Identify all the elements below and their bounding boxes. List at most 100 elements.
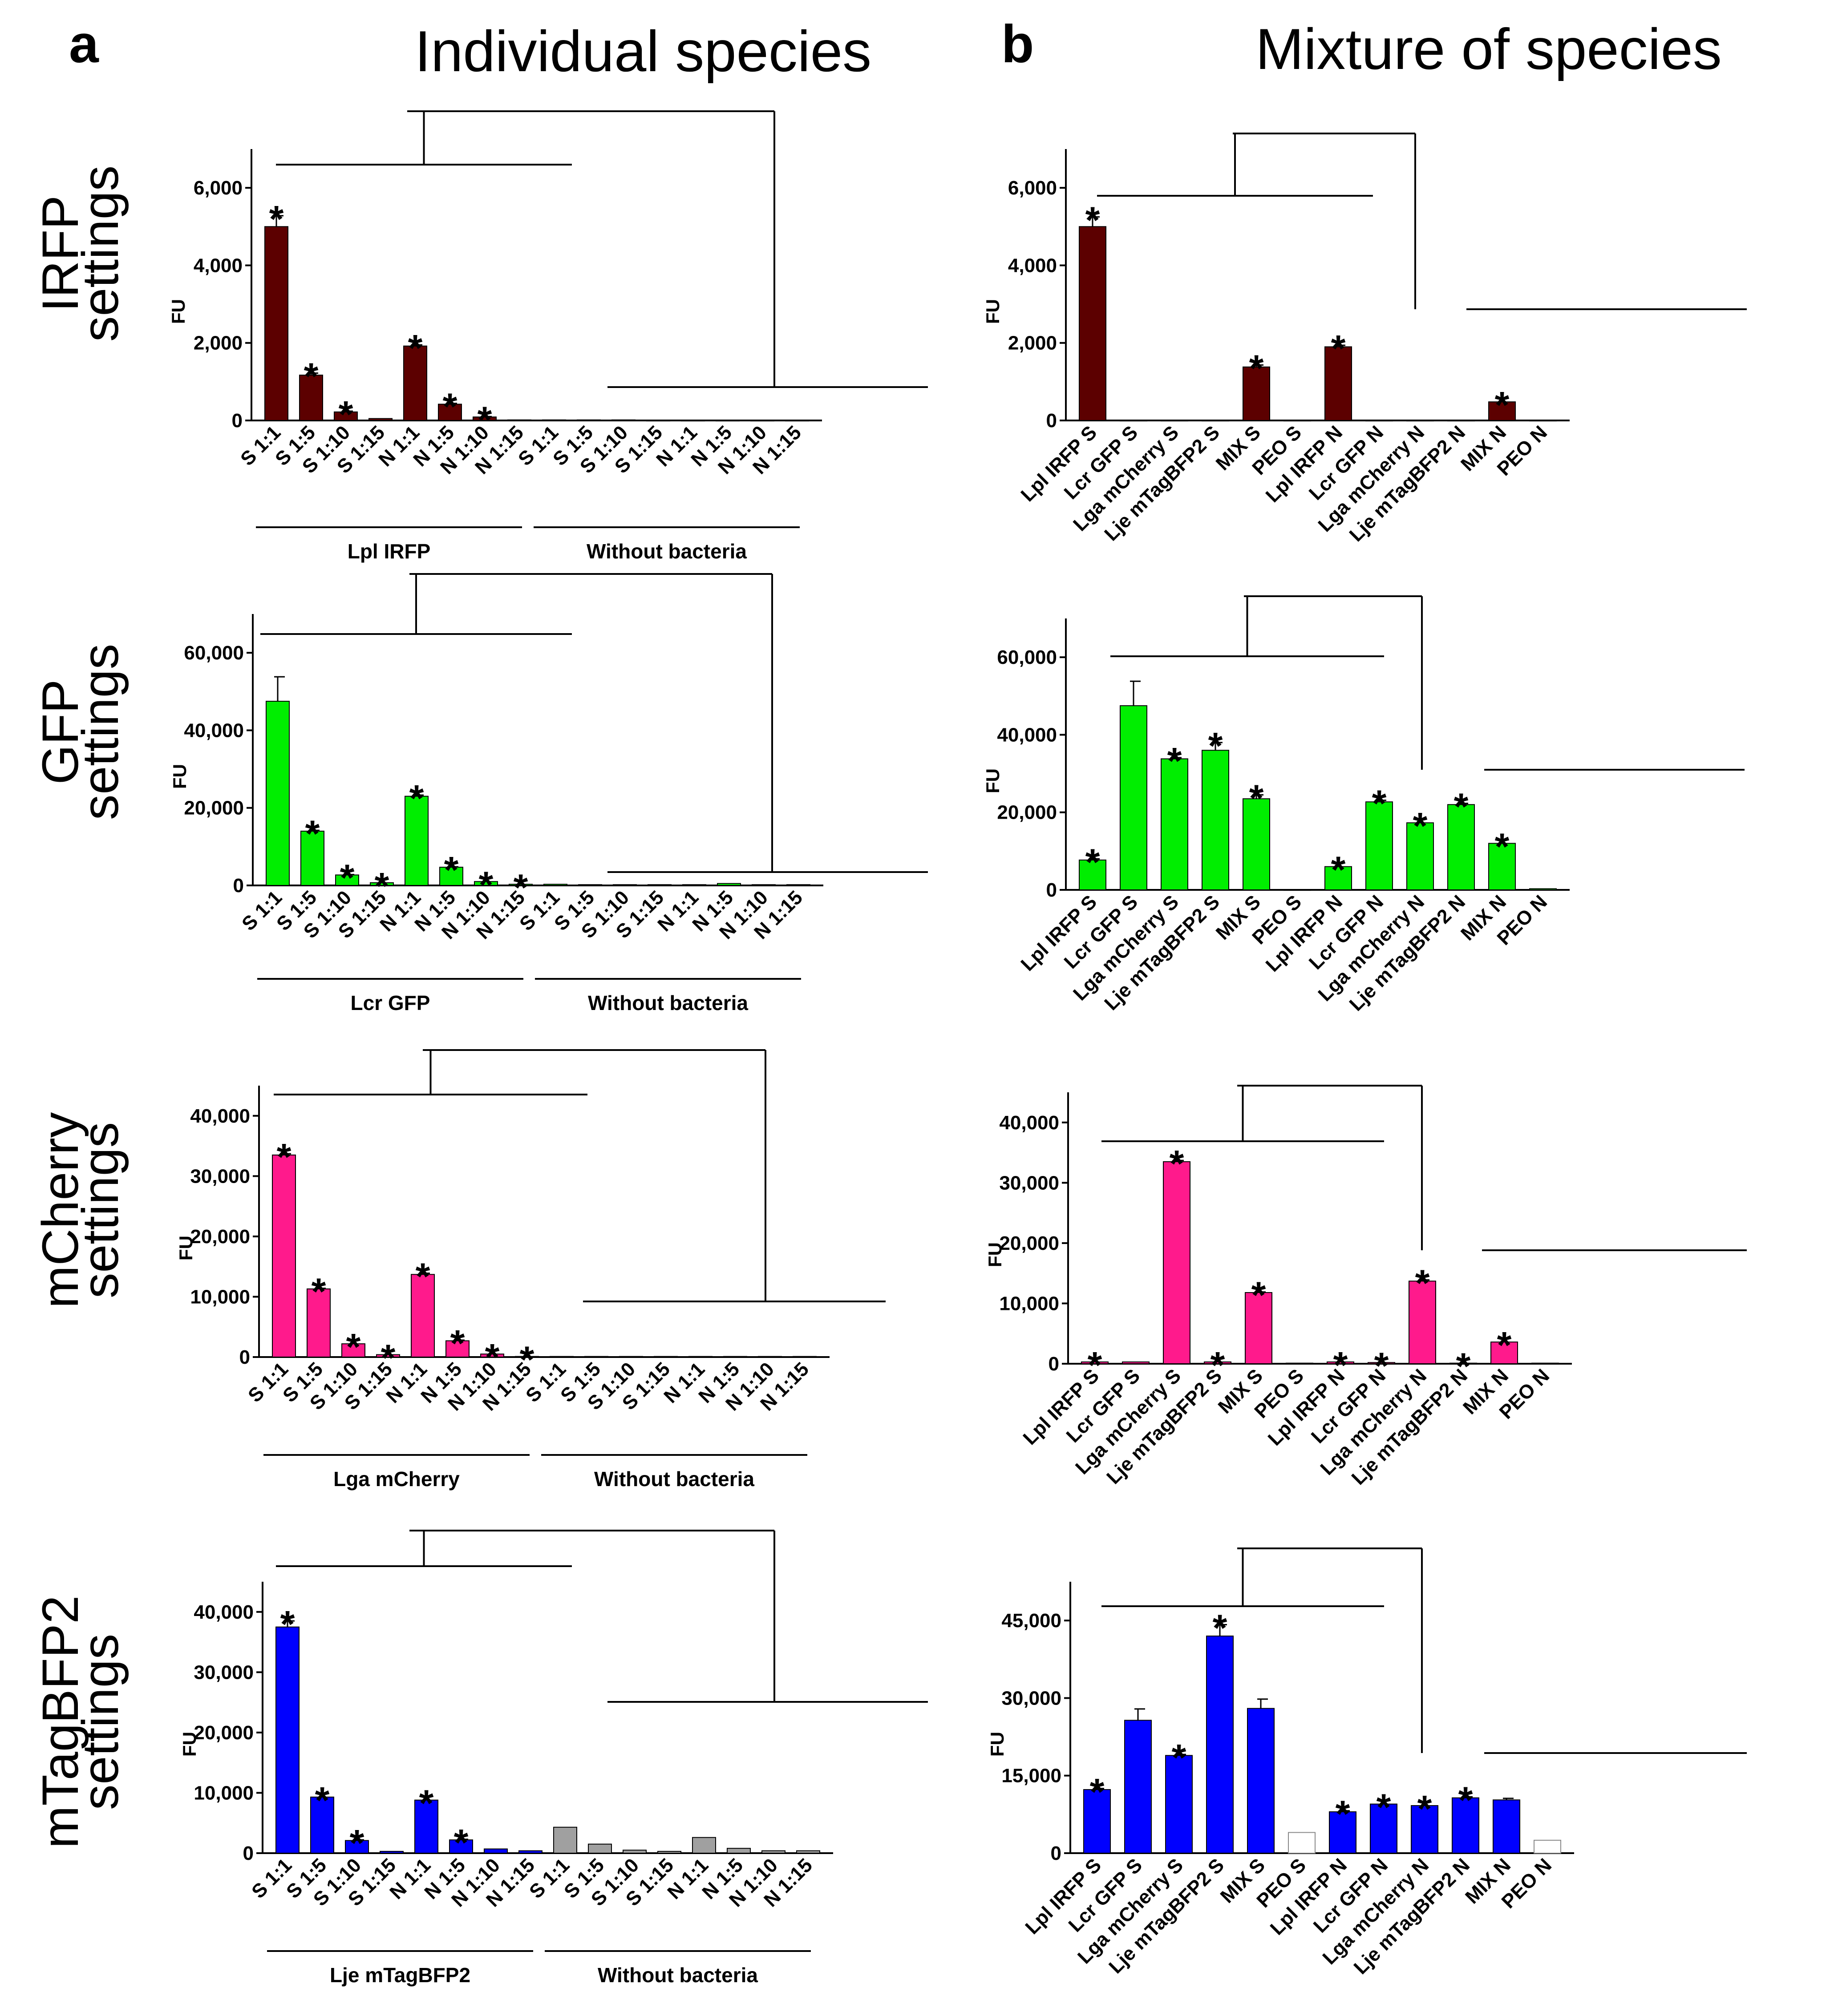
x-tick-label: S 1:1 [247,1854,296,1903]
significance-star: * [269,198,284,240]
significance-star: * [346,1326,361,1368]
bar [716,420,740,422]
significance-star: * [1251,1274,1266,1316]
group-label: Lje mTagBFP2 [330,1963,470,1987]
bar [484,1848,508,1854]
significance-star: * [280,1603,295,1645]
bar [657,1850,681,1854]
bar [275,1626,300,1854]
y-tick-label: 2,000 [1008,332,1057,354]
significance-star: * [339,393,353,435]
group-label: Lpl IRFP [348,540,431,563]
y-tick-label: 2,000 [194,332,243,354]
bar [1327,1361,1354,1365]
bar [414,1799,438,1854]
bar [588,1843,612,1854]
y-tick-label: 30,000 [1001,1687,1061,1709]
bar [1243,798,1270,890]
row-label-gfp: GFP settings [32,644,129,820]
significance-star: * [514,866,528,908]
y-tick-label: 15,000 [1001,1765,1061,1787]
bar [1406,822,1434,890]
y-axis-label: FU [987,1732,1008,1757]
x-tick-label: S 1:1 [244,1358,292,1406]
bar [264,226,288,421]
significance-star: * [454,1822,469,1863]
bar [727,1848,751,1854]
significance-star: * [1456,1345,1471,1387]
significance-star: * [1167,740,1182,782]
bar [1120,705,1147,890]
bar [1083,1789,1111,1854]
x-tick-label: N 1:1 [660,1358,709,1407]
bar [1365,420,1393,422]
significance-star: * [485,1336,500,1378]
bar [509,884,533,886]
x-tick-label: S 1:1 [236,421,285,470]
bar [1531,1362,1559,1365]
row-label-irfp: IRFP settings [32,166,129,342]
group-label: Lga mCherry [333,1467,460,1491]
bar [1452,1797,1479,1854]
group-label: Without bacteria [598,1963,758,1987]
group-label: Without bacteria [594,1467,754,1491]
significance-star: * [1495,825,1510,867]
significance-star: * [1213,1607,1227,1648]
y-tick-label: 40,000 [184,719,244,741]
significance-star: * [1172,1737,1186,1778]
y-tick-label: 10,000 [194,1782,254,1804]
row-label-gfp-line1: GFP [32,679,89,784]
y-tick-label: 20,000 [997,802,1057,824]
bar [785,420,809,422]
y-tick-label: 10,000 [190,1286,250,1308]
bar [1324,346,1352,421]
bar [1488,401,1516,421]
bar [341,1343,365,1357]
bar [1449,1362,1477,1365]
significance-star: * [1372,783,1387,824]
y-axis-label: FU [179,1732,200,1757]
row-label-mcherry: mCherry settings [32,1112,129,1308]
y-tick-label: 40,000 [997,724,1057,746]
bar [1288,1832,1316,1854]
y-tick-label: 0 [243,1842,254,1864]
bar [1406,420,1434,422]
y-tick-label: 4,000 [194,255,243,276]
bar [553,1826,577,1854]
group-label: Without bacteria [588,991,748,1014]
bar [1165,1755,1193,1854]
bar [1409,1281,1436,1364]
y-tick-label: 0 [233,875,244,897]
y-tick-label: 20,000 [190,1226,250,1248]
bar [1245,1292,1272,1364]
significance-star: * [304,356,319,397]
significance-star: * [450,1322,465,1364]
bar [1370,1803,1397,1854]
panel-letter-b: b [1001,14,1034,74]
significance-star: * [1417,1788,1432,1830]
y-tick-label: 0 [239,1346,250,1368]
significance-star: * [1090,1771,1105,1813]
y-tick-label: 40,000 [190,1105,250,1127]
y-tick-label: 20,000 [999,1232,1059,1254]
significance-star: * [1374,1345,1389,1386]
bar [1365,801,1393,890]
y-tick-label: 40,000 [999,1112,1059,1134]
significance-star: * [520,1339,534,1381]
bar [1206,1636,1234,1854]
group-label: Without bacteria [587,540,747,563]
significance-star: * [1249,347,1264,389]
bar [480,1353,504,1357]
significance-star: * [416,1256,430,1297]
bar [611,419,636,421]
y-tick-label: 20,000 [194,1722,254,1744]
row-label-gfp-line2: settings [72,644,129,820]
significance-star: * [1415,1262,1430,1304]
significance-star: * [1413,805,1428,847]
y-tick-label: 4,000 [1008,255,1057,276]
bar [507,419,531,421]
row-label-irfp-line2: settings [72,166,129,342]
bar [307,1288,331,1358]
